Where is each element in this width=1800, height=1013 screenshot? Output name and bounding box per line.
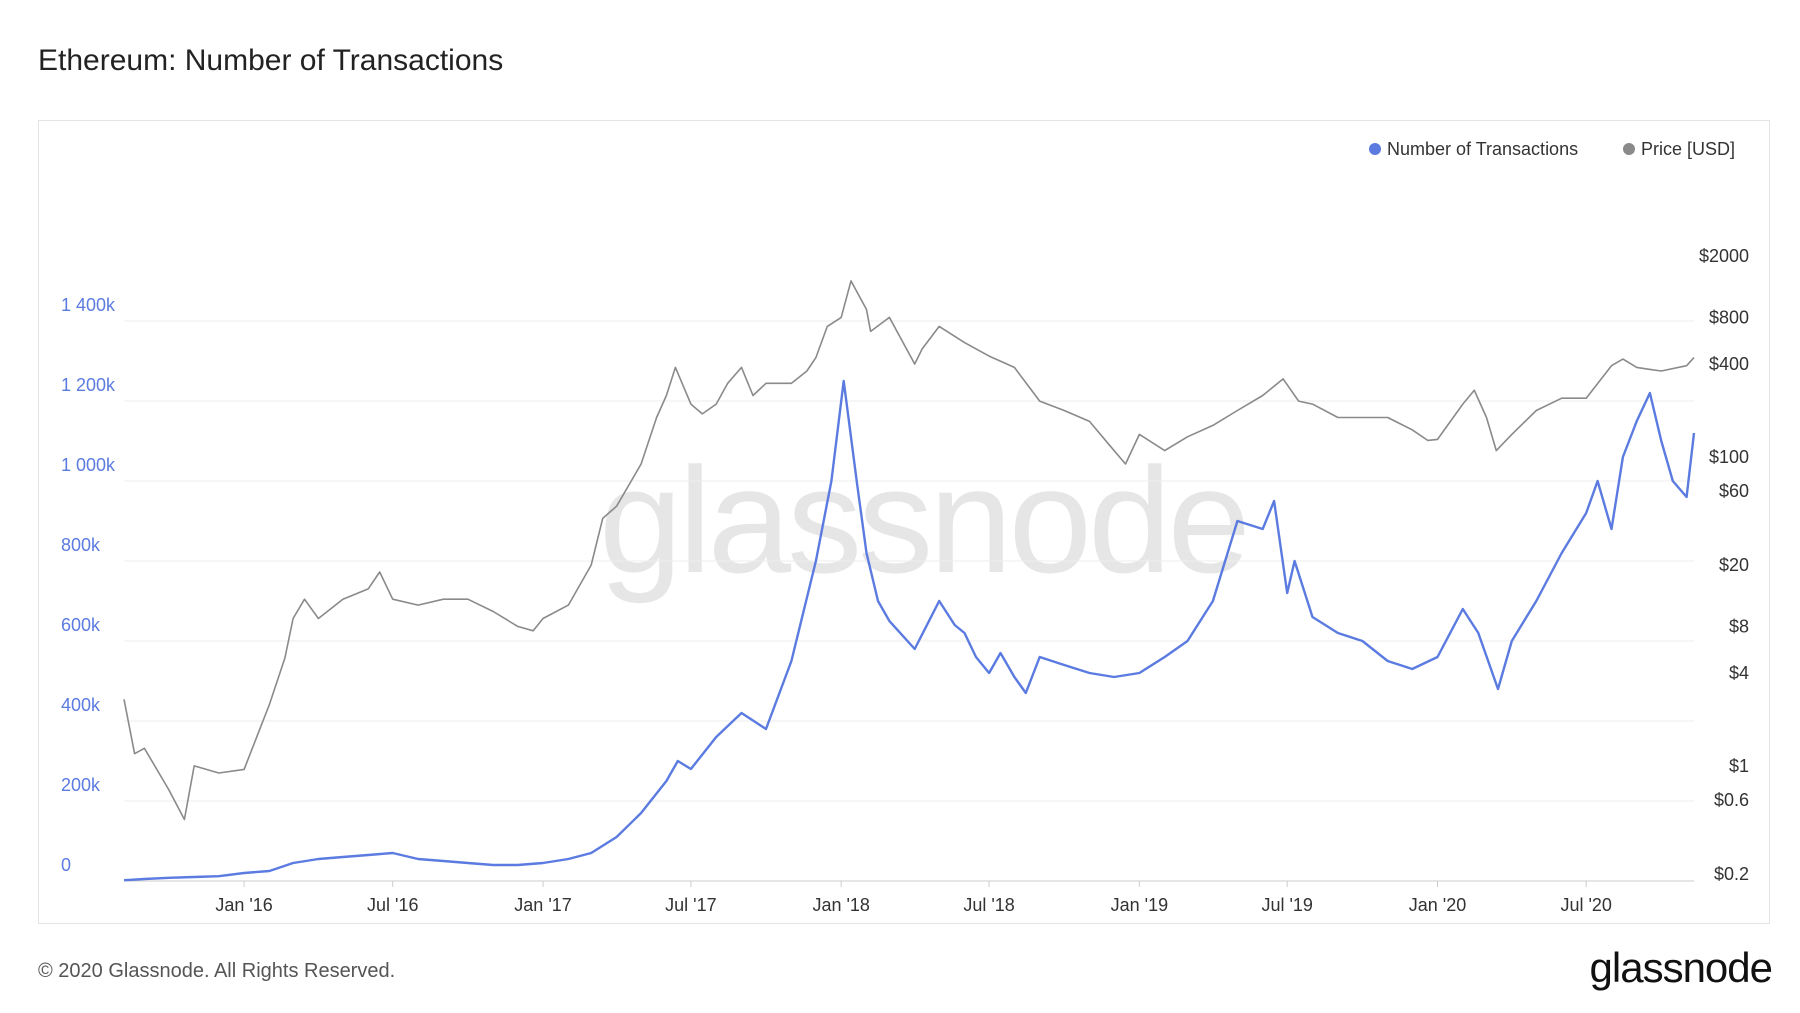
- x-tick-label: Jul '18: [963, 895, 1014, 915]
- chart-legend: Number of Transactions Price [USD]: [1369, 139, 1735, 159]
- y-right-tick-label: $0.6: [1714, 790, 1749, 810]
- x-tick-label: Jan '16: [215, 895, 272, 915]
- y-right-tick-label: $4: [1729, 663, 1749, 683]
- y-right-tick-label: $400: [1709, 354, 1749, 374]
- y-right-tick-label: $60: [1719, 481, 1749, 501]
- x-tick-label: Jul '19: [1261, 895, 1312, 915]
- copyright-text: © 2020 Glassnode. All Rights Reserved.: [38, 960, 396, 982]
- chart-svg: glassnode Number of Transactions Price […: [61, 139, 1749, 915]
- legend-marker-transactions: [1369, 143, 1381, 155]
- y-left-tick-label: 200k: [61, 775, 101, 795]
- y-axis-right: $0.2 $0.6 $1 $4 $8 $20 $60 $100 $400 $800 $2000: [1699, 246, 1749, 884]
- y-left-tick-label: 1 000k: [61, 455, 116, 475]
- y-left-tick-label: 1 400k: [61, 295, 116, 315]
- glassnode-logo: glassnode: [1589, 944, 1773, 991]
- y-left-tick-label: 0: [61, 855, 71, 875]
- y-right-tick-label: $20: [1719, 555, 1749, 575]
- y-right-tick-label: $800: [1709, 307, 1749, 327]
- x-tick-label: Jan '20: [1409, 895, 1466, 915]
- y-left-tick-label: 800k: [61, 535, 101, 555]
- watermark: glassnode: [599, 436, 1247, 604]
- x-tick-label: Jan '18: [812, 895, 869, 915]
- series-group: [123, 280, 1696, 882]
- legend-label-transactions: Number of Transactions: [1387, 139, 1578, 159]
- series-line-transactions: [123, 379, 1696, 882]
- series-line-price: [123, 280, 1695, 821]
- chart-container: glassnode Number of Transactions Price […: [38, 120, 1770, 924]
- grid-lines: [124, 320, 1694, 882]
- x-tick-label: Jul '16: [367, 895, 418, 915]
- legend-marker-price: [1623, 143, 1635, 155]
- x-tick-label: Jul '20: [1560, 895, 1611, 915]
- x-tick-label: Jan '19: [1111, 895, 1168, 915]
- x-tick-label: Jan '17: [514, 895, 571, 915]
- x-tick-label: Jul '17: [665, 895, 716, 915]
- y-left-tick-label: 1 200k: [61, 375, 116, 395]
- x-axis: Jan '16 Jul '16 Jan '17 Jul '17 Jan '18 Jul '…: [124, 880, 1694, 915]
- y-left-tick-label: 600k: [61, 615, 101, 635]
- y-right-tick-label: $2000: [1699, 246, 1749, 266]
- legend-label-price: Price [USD]: [1641, 139, 1735, 159]
- y-right-tick-label: $1: [1729, 756, 1749, 776]
- page-title: Ethereum: Number of Transactions: [38, 44, 504, 77]
- y-axis-left: 0 200k 400k 600k 800k 1 000k 1 200k 1 400k: [61, 295, 116, 875]
- y-right-tick-label: $0.2: [1714, 864, 1749, 884]
- y-right-tick-label: $8: [1729, 616, 1749, 636]
- y-right-tick-label: $100: [1709, 447, 1749, 467]
- y-left-tick-label: 400k: [61, 695, 101, 715]
